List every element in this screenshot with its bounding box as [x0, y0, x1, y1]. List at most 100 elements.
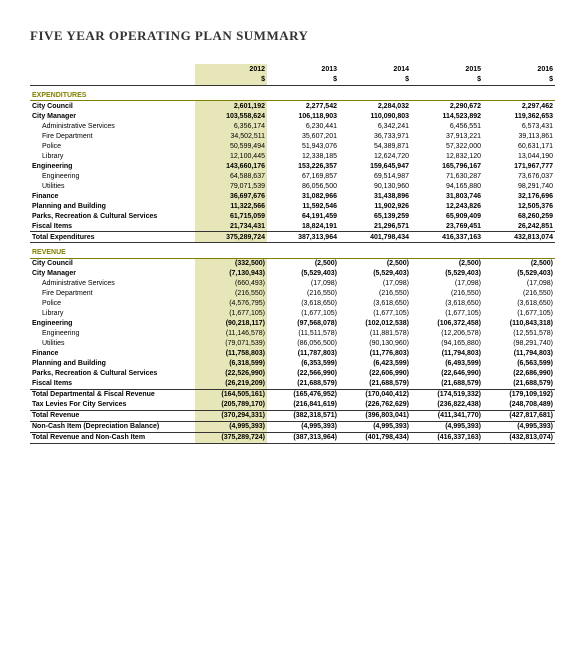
- row-value: 57,322,000: [411, 141, 483, 151]
- row-value: (4,995,393): [411, 421, 483, 432]
- row-value: (90,218,117): [195, 319, 267, 329]
- row-value: (5,529,403): [339, 269, 411, 279]
- row-value: 18,824,191: [267, 221, 339, 232]
- row-value: (216,550): [195, 289, 267, 299]
- currency-header: $: [339, 74, 411, 85]
- plan-table: 20122013201420152016$$$$$ EXPENDITURESCi…: [30, 64, 555, 444]
- row-value: 71,630,287: [411, 171, 483, 181]
- row-value: (12,206,578): [411, 329, 483, 339]
- row-value: (11,787,803): [267, 349, 339, 359]
- row-value: 416,337,163: [411, 232, 483, 243]
- row-value: 54,389,871: [339, 141, 411, 151]
- table-row: Total Expenditures375,289,724387,313,964…: [30, 232, 555, 243]
- table-row: Parks, Recreation & Cultural Services61,…: [30, 211, 555, 221]
- row-label: City Council: [30, 258, 195, 269]
- row-value: (427,817,681): [483, 410, 555, 421]
- row-value: 50,599,494: [195, 141, 267, 151]
- table-row: Library12,100,44512,338,18512,624,72012,…: [30, 151, 555, 161]
- row-value: 21,734,431: [195, 221, 267, 232]
- row-label: City Manager: [30, 111, 195, 121]
- row-value: (216,841,619): [267, 400, 339, 411]
- row-value: (102,012,538): [339, 319, 411, 329]
- row-value: (248,708,489): [483, 400, 555, 411]
- row-value: (1,677,105): [267, 309, 339, 319]
- row-value: 6,342,241: [339, 121, 411, 131]
- row-value: 34,502,511: [195, 131, 267, 141]
- table-row: City Council2,601,1922,277,5422,284,0322…: [30, 101, 555, 112]
- row-value: (1,677,105): [195, 309, 267, 319]
- row-value: (401,798,434): [339, 432, 411, 443]
- table-row: Planning and Building11,322,56611,592,54…: [30, 201, 555, 211]
- table-body: EXPENDITURESCity Council2,601,1922,277,5…: [30, 85, 555, 443]
- table-row: City Manager(7,130,943)(5,529,403)(5,529…: [30, 269, 555, 279]
- row-value: 60,631,171: [483, 141, 555, 151]
- row-label: Planning and Building: [30, 201, 195, 211]
- table-row: City Council(332,500)(2,500)(2,500)(2,50…: [30, 258, 555, 269]
- year-header: 2014: [339, 64, 411, 74]
- row-value: 401,798,434: [339, 232, 411, 243]
- table-row: Engineering143,660,176153,226,357159,645…: [30, 161, 555, 171]
- row-value: (17,098): [267, 279, 339, 289]
- row-value: 26,242,851: [483, 221, 555, 232]
- row-value: (5,529,403): [267, 269, 339, 279]
- row-label: Parks, Recreation & Cultural Services: [30, 369, 195, 379]
- row-value: (6,423,599): [339, 359, 411, 369]
- row-value: 114,523,892: [411, 111, 483, 121]
- row-value: (4,995,393): [267, 421, 339, 432]
- year-header: 2013: [267, 64, 339, 74]
- row-value: 6,573,431: [483, 121, 555, 131]
- row-value: 31,803,746: [411, 191, 483, 201]
- table-row: Total Revenue(370,294,331)(382,318,571)(…: [30, 410, 555, 421]
- row-value: (216,550): [483, 289, 555, 299]
- row-label: Fire Department: [30, 131, 195, 141]
- currency-header: $: [483, 74, 555, 85]
- row-value: (4,995,393): [339, 421, 411, 432]
- row-value: (86,056,500): [267, 339, 339, 349]
- row-value: (11,511,578): [267, 329, 339, 339]
- row-value: 23,769,451: [411, 221, 483, 232]
- row-label: Police: [30, 141, 195, 151]
- currency-header: $: [267, 74, 339, 85]
- row-value: 12,832,120: [411, 151, 483, 161]
- row-value: (22,686,990): [483, 369, 555, 379]
- row-value: 69,514,987: [339, 171, 411, 181]
- row-value: 79,071,539: [195, 181, 267, 191]
- row-value: (5,529,403): [483, 269, 555, 279]
- row-value: (3,618,650): [483, 299, 555, 309]
- row-value: 12,505,376: [483, 201, 555, 211]
- row-value: (382,318,571): [267, 410, 339, 421]
- row-value: (2,500): [267, 258, 339, 269]
- row-value: (6,318,599): [195, 359, 267, 369]
- row-label: Parks, Recreation & Cultural Services: [30, 211, 195, 221]
- table-row: Administrative Services6,356,1746,230,44…: [30, 121, 555, 131]
- table-row: Planning and Building(6,318,599)(6,353,5…: [30, 359, 555, 369]
- row-value: (11,758,803): [195, 349, 267, 359]
- year-header: 2012: [195, 64, 267, 74]
- row-label: Non-Cash Item (Depreciation Balance): [30, 421, 195, 432]
- row-value: (387,313,964): [267, 432, 339, 443]
- row-value: (660,493): [195, 279, 267, 289]
- row-value: (4,576,795): [195, 299, 267, 309]
- row-value: 65,909,409: [411, 211, 483, 221]
- row-value: (165,476,952): [267, 389, 339, 400]
- row-label: Administrative Services: [30, 121, 195, 131]
- row-label: Total Expenditures: [30, 232, 195, 243]
- row-value: (11,881,578): [339, 329, 411, 339]
- row-value: 94,165,880: [411, 181, 483, 191]
- row-value: 2,290,672: [411, 101, 483, 112]
- row-value: (6,563,599): [483, 359, 555, 369]
- row-value: (94,165,880): [411, 339, 483, 349]
- table-row: Administrative Services(660,493)(17,098)…: [30, 279, 555, 289]
- row-value: (1,677,105): [411, 309, 483, 319]
- row-value: 153,226,357: [267, 161, 339, 171]
- row-value: 11,902,926: [339, 201, 411, 211]
- row-value: (2,500): [339, 258, 411, 269]
- row-value: (370,294,331): [195, 410, 267, 421]
- row-value: (174,519,332): [411, 389, 483, 400]
- row-value: (2,500): [483, 258, 555, 269]
- row-value: 12,243,826: [411, 201, 483, 211]
- row-value: (170,040,412): [339, 389, 411, 400]
- table-row: Library(1,677,105)(1,677,105)(1,677,105)…: [30, 309, 555, 319]
- row-value: (17,098): [411, 279, 483, 289]
- row-value: 6,456,551: [411, 121, 483, 131]
